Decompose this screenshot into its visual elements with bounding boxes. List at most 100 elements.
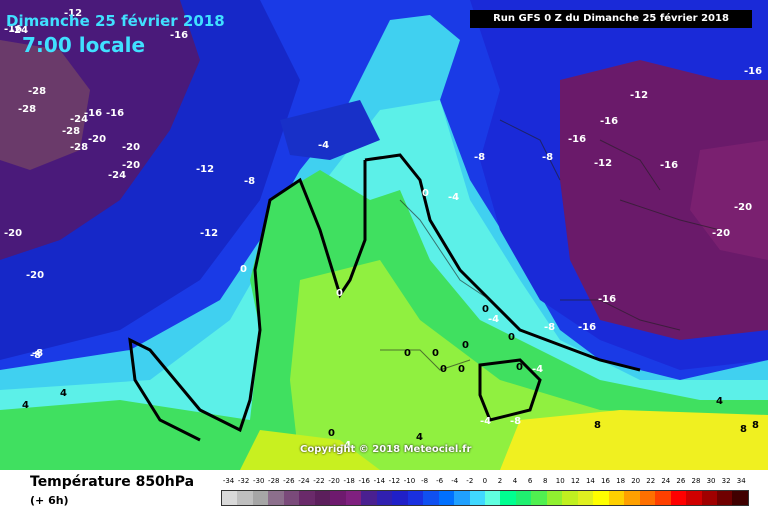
legend-swatch	[268, 491, 284, 505]
isotherm-label: 0	[440, 364, 447, 375]
legend-subtitle: (+ 6h)	[30, 494, 69, 507]
legend-tick: 18	[616, 477, 626, 485]
isotherm-label: -12	[64, 8, 82, 19]
isotherm-label: 0	[404, 348, 411, 359]
isotherm-label: 4	[22, 400, 29, 411]
isotherm-labels: -16-12-24 -16-28-28-24-16 -16-20-28-28 -20-…	[4, 8, 762, 451]
legend-swatch	[546, 491, 563, 505]
legend-swatch	[500, 491, 516, 505]
yellow-zone-west	[240, 430, 380, 470]
legend-tick: 8	[542, 477, 548, 485]
legend-tick: 34	[736, 477, 746, 485]
legend-swatch	[407, 491, 424, 505]
legend-tick: -8	[421, 477, 429, 485]
isotherm-label: -16	[660, 160, 678, 171]
isotherm-label: -20	[734, 202, 752, 213]
isotherm-label: -8	[542, 152, 553, 163]
isotherm-label: -4	[340, 440, 351, 451]
isotherm-label: -4	[318, 140, 329, 151]
isotherm-label: 0	[328, 428, 335, 439]
legend-tick-labels: -34 -32 -30 -28 -26 -24 -22 -20 -18 -16 -14 -12 -10-…	[221, 477, 749, 489]
legend-swatch	[593, 491, 609, 505]
legend-tick: -18	[343, 477, 355, 485]
forecast-date: Dimanche 25 février 2018	[6, 12, 225, 30]
isotherm-label: 0	[516, 362, 523, 373]
legend-tick: 12	[570, 477, 580, 485]
isotherm-label: -28	[28, 86, 46, 97]
legend-tick: 16	[601, 477, 610, 485]
isotherm-label: -20	[26, 270, 44, 281]
legend-swatch	[577, 491, 594, 505]
isotherm-label: -28	[18, 104, 36, 115]
legend-tick: -20	[328, 477, 340, 485]
legend-tick: -14	[373, 477, 386, 485]
legend-swatch	[283, 491, 300, 505]
legend-swatch	[469, 491, 485, 505]
legend-swatch	[345, 491, 362, 505]
isotherm-label: -16	[744, 66, 762, 77]
isotherm-label: -16	[106, 108, 124, 119]
legend-swatch	[361, 491, 377, 505]
legend-swatch	[531, 491, 547, 505]
isotherm-label: -4	[448, 192, 459, 203]
legend-swatch	[299, 491, 315, 505]
legend-tick: -12	[388, 477, 401, 485]
isotherm-label: 0	[336, 288, 343, 299]
legend-tick: -6	[436, 477, 444, 485]
legend-swatch	[392, 491, 408, 505]
legend-tick: 0	[482, 477, 488, 485]
legend-tick: 22	[646, 477, 656, 485]
legend-swatch	[237, 491, 253, 505]
legend-swatch	[423, 491, 439, 505]
copyright-text: Copyright © 2018 Meteociel.fr	[300, 444, 472, 455]
cold-zone-east	[560, 60, 768, 340]
legend-tick: 32	[721, 477, 731, 485]
legend-tick: -28	[268, 477, 280, 485]
legend-tick: -30	[252, 477, 265, 485]
legend-tick: 28	[691, 477, 701, 485]
isotherm-label: -16	[4, 24, 22, 35]
isotherm-label: -20	[88, 134, 106, 145]
legend-tick: 14	[585, 477, 595, 485]
legend-swatch	[624, 491, 640, 505]
legend-tick: 30	[706, 477, 716, 485]
legend-tick: -10	[403, 477, 416, 485]
isotherm-label: 8	[740, 424, 747, 435]
isotherm-label: 4	[716, 396, 723, 407]
forecast-time: 7:00 locale	[22, 33, 146, 57]
isotherm-label: -12	[196, 164, 214, 175]
isotherm-label: 8	[594, 420, 601, 431]
legend-tick: 20	[631, 477, 641, 485]
isotherm-label: -8	[244, 176, 255, 187]
isotherm-label: -16	[568, 134, 586, 145]
isotherm-label: -28	[62, 126, 80, 137]
isotherm-label: 0	[432, 348, 439, 359]
legend-tick: -22	[313, 477, 325, 485]
isotherm-label: 0	[240, 264, 247, 275]
legend-tick: 26	[676, 477, 686, 485]
legend-color-bar	[221, 490, 749, 506]
zero-isotherm	[128, 153, 641, 442]
legend-swatch	[670, 491, 687, 505]
legend-tick: 4	[512, 477, 518, 485]
legend-swatch	[376, 491, 393, 505]
yellow-zone	[500, 410, 768, 470]
legend-tick: 10	[555, 477, 565, 485]
legend-swatch	[562, 491, 578, 505]
isotherm-label: 0	[422, 188, 429, 199]
isotherm-label: -20	[122, 142, 140, 153]
isotherm-label: 4	[416, 432, 423, 443]
legend-swatch	[330, 491, 346, 505]
legend-tick: -16	[358, 477, 370, 485]
legend-swatch	[639, 491, 656, 505]
legend-swatch	[222, 491, 238, 505]
cold-core-east	[690, 140, 768, 260]
isotherm-label: -24	[70, 114, 88, 125]
isotherm-label: -8	[544, 322, 555, 333]
model-run-label: Run GFS 0 Z du Dimanche 25 février 2018	[470, 10, 752, 28]
isotherm-label: -8	[30, 350, 41, 361]
greenland-zone	[280, 100, 380, 160]
legend-tick: -34	[222, 477, 235, 485]
isotherm-label: -20	[4, 228, 22, 239]
isotherm-label: -20	[122, 160, 140, 171]
